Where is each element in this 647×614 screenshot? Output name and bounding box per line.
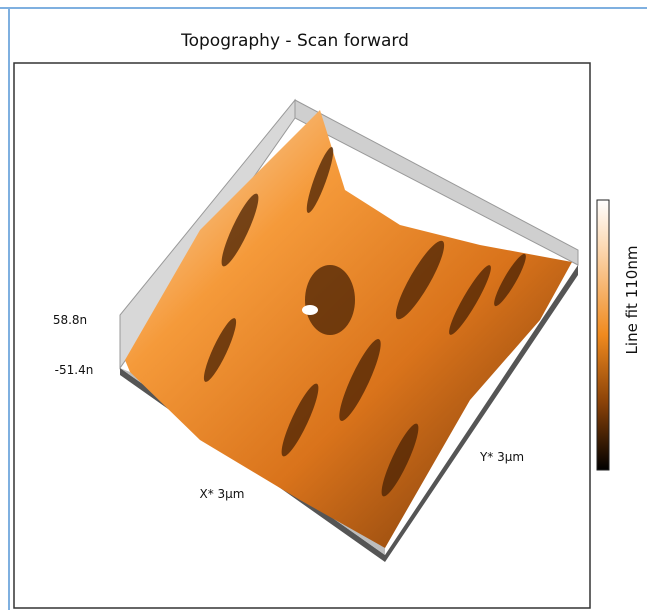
x-axis-label: X* 3µm xyxy=(200,487,245,501)
window-title: Topography - Scan forward xyxy=(180,31,409,51)
y-axis-label: Y* 3µm xyxy=(479,450,524,464)
colorbar-label: Line fit 110nm xyxy=(623,246,641,355)
z-bottom-label: -51.4n xyxy=(55,363,94,377)
topography-window: Topography - Scan forward 58.8n -51.4n X… xyxy=(0,0,647,610)
surface-highlight xyxy=(302,305,318,315)
page: Topography - Scan forward 58.8n -51.4n X… xyxy=(0,0,647,610)
colorbar xyxy=(597,200,609,470)
z-top-label: 58.8n xyxy=(53,313,87,327)
